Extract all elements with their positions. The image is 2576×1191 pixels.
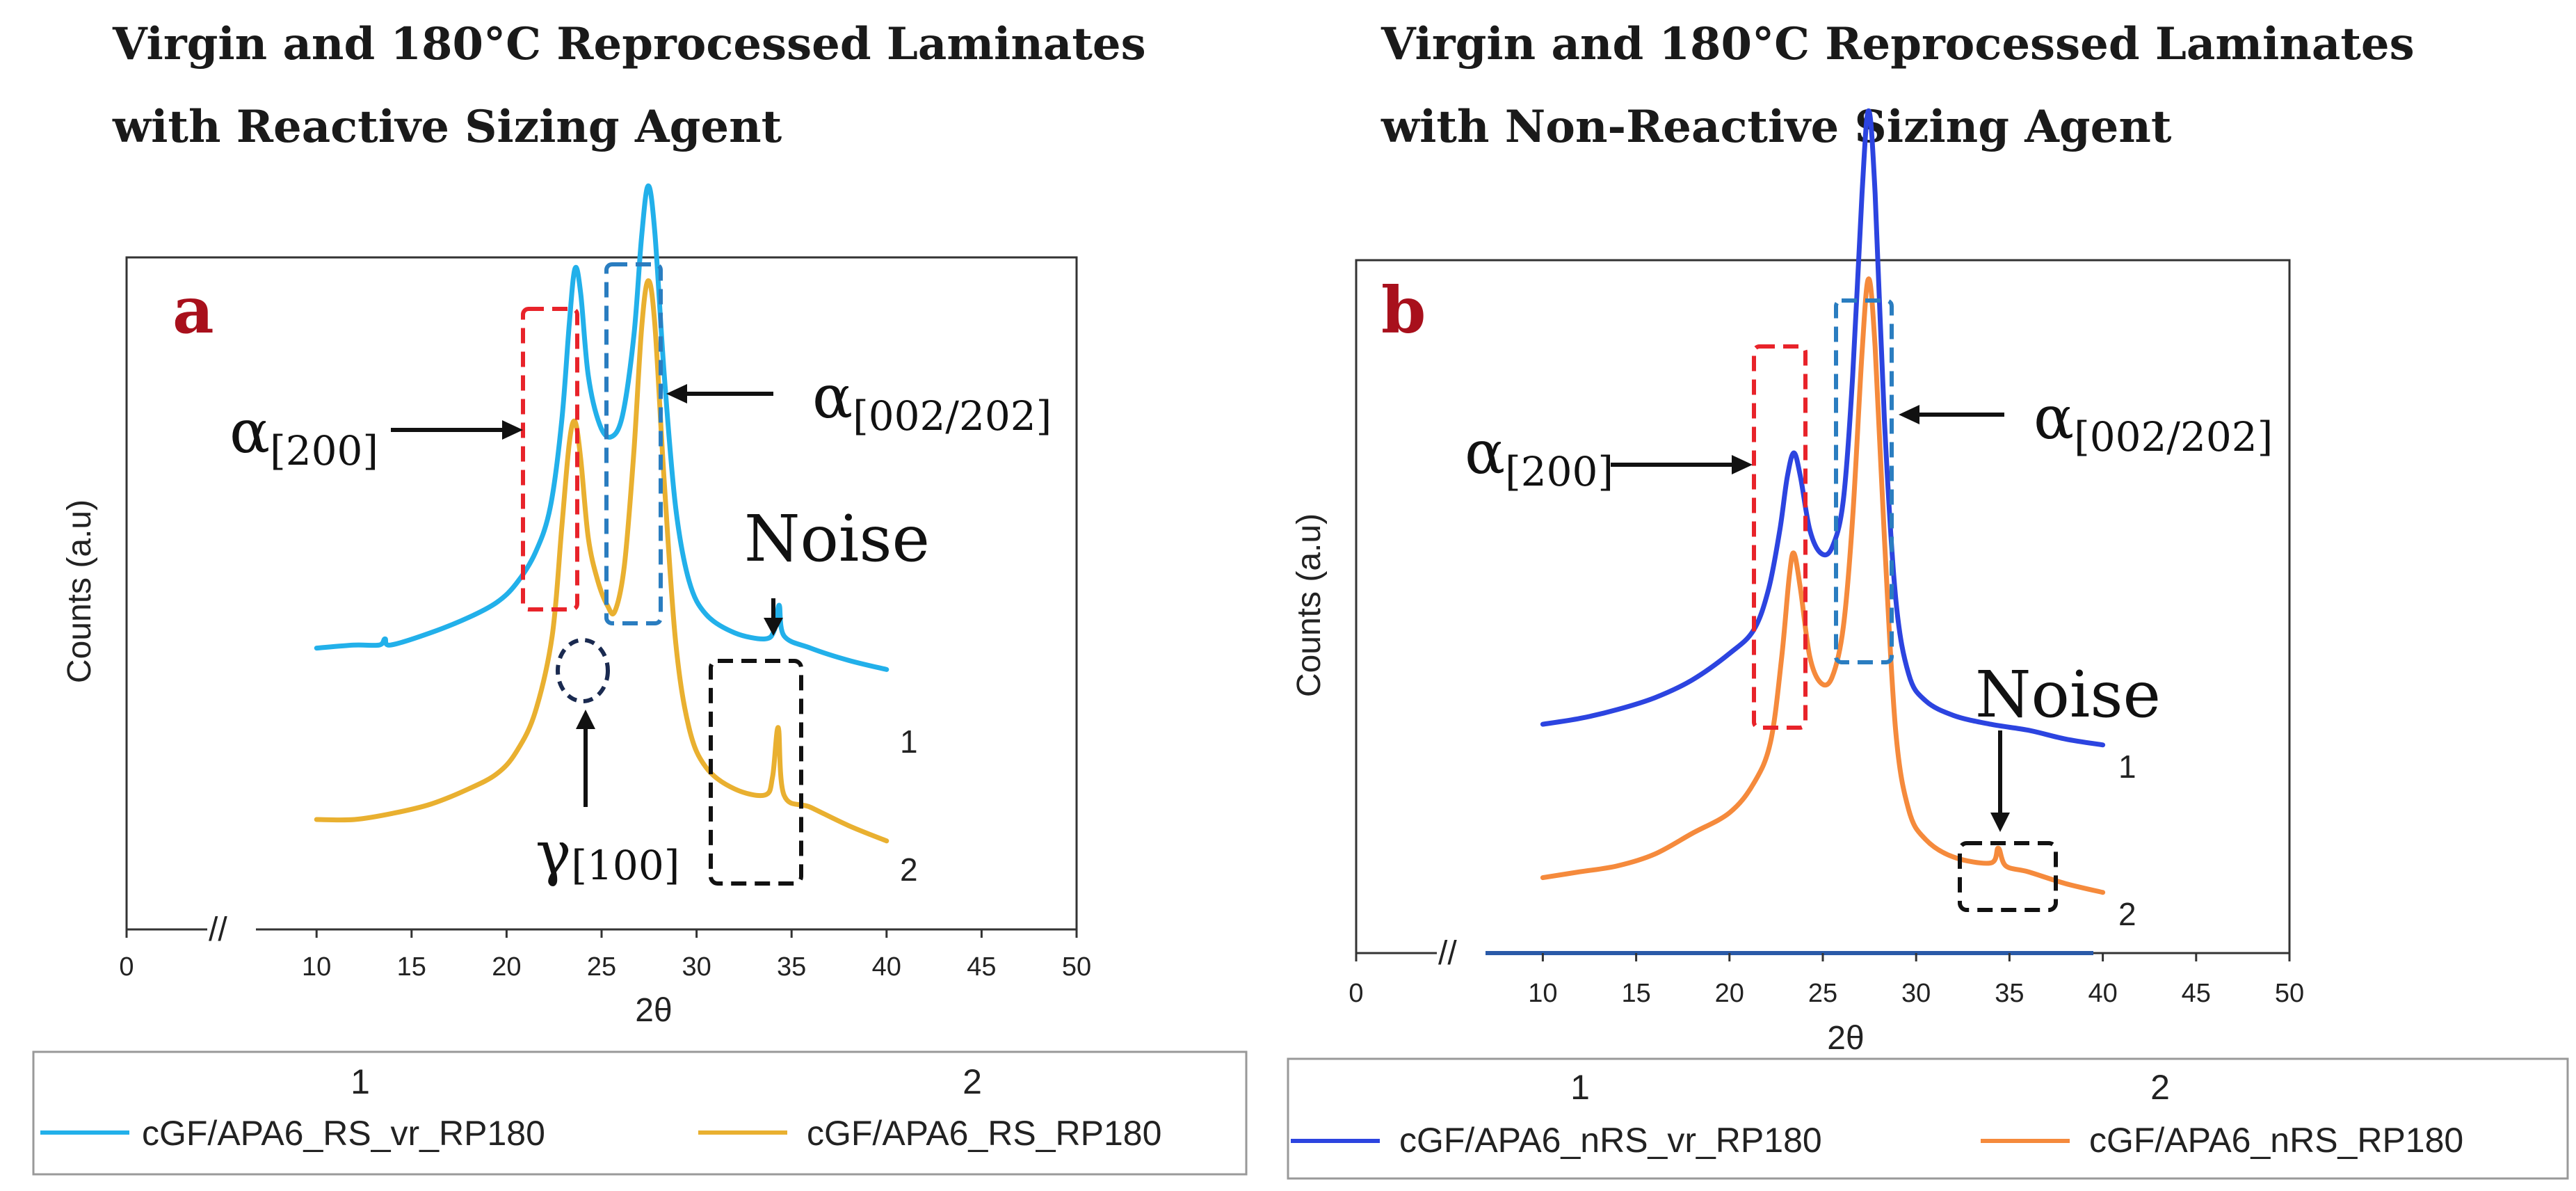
panel-a-axis-break: //	[209, 911, 227, 948]
panel-b-axis-break: //	[1438, 935, 1457, 972]
panel-b-x-tick-label: 45	[2182, 979, 2211, 1008]
panel-a-series-2-line	[314, 278, 889, 844]
panel-b-alpha200-annotation: α[200]	[1465, 418, 1613, 495]
panel-a-x-tick-label: 10	[302, 952, 331, 982]
panel-a-x-tick-label: 0	[119, 952, 134, 982]
panel-a-title-line2: with Reactive Sizing Agent	[112, 101, 782, 153]
panel-b-legend	[1287, 1057, 2569, 1180]
panel-a-alpha002-box	[604, 262, 663, 625]
panel-a-x-tick-label: 50	[1062, 952, 1091, 982]
panel-b-title-line2: with Non-Reactive Sizing Agent	[1380, 101, 2172, 153]
panel-a-gamma-annotation: γ[100]	[536, 819, 679, 889]
panel-a-legend-label-1: cGF/APA6_RS_vr_RP180	[142, 1114, 545, 1153]
panel-b-alpha002-annotation: α[002/202]	[2034, 383, 2273, 461]
panel-b-y-axis-label: Counts (a.u)	[1291, 513, 1328, 697]
panel-b-curves	[1540, 108, 2106, 895]
panel-a-legend-number-1: 1	[351, 1062, 370, 1101]
panel-b-legend-label-1: cGF/APA6_nRS_vr_RP180	[1399, 1121, 1822, 1160]
panel-a-alpha200-box	[521, 307, 579, 612]
panel-a-noise-arrowhead	[764, 618, 783, 636]
panel-a-noise-box	[709, 659, 803, 886]
panel-a-noise-annotation: Noise	[744, 502, 930, 576]
panel-b-alpha002-arrowhead	[1899, 405, 1919, 424]
panel-b-x-ticks: 0 10 15 20 25 30 35 40 45 50	[1349, 953, 2304, 1008]
panel-a-title-line1: Virgin and 180°C Reprocessed Laminates	[112, 18, 1146, 70]
panel-a-curve-2-label: 2	[900, 852, 918, 888]
panel-b-noise-arrowhead	[1990, 813, 2010, 832]
panel-b-x-tick-label: 40	[2088, 979, 2117, 1008]
panel-b-x-tick-label: 20	[1715, 979, 1744, 1008]
panel-b-legend-number-1: 1	[1570, 1068, 1590, 1107]
panel-a-legend-label-2: cGF/APA6_RS_RP180	[807, 1114, 1161, 1153]
panel-b-plot-frame	[1355, 259, 2291, 954]
panel-a-x-ticks: 0 10 15 20 25 30 35 40 45 50	[119, 929, 1091, 982]
panel-a-gamma-arrowhead	[576, 710, 595, 729]
panel-a-label: a	[172, 273, 214, 348]
panel-b-alpha002-box	[1834, 298, 1894, 664]
panel-b-break-gap	[1437, 941, 1486, 968]
panel-a-alpha002-annotation: α[002/202]	[812, 362, 1052, 440]
panel-a-x-tick-label: 45	[967, 952, 996, 982]
panel-a-break-gap	[207, 917, 256, 945]
panel-a-x-tick-label: 40	[872, 952, 901, 982]
panel-b-x-tick-label: 35	[1995, 979, 2024, 1008]
panel-a-series-1-line	[314, 183, 889, 672]
panel-a-x-tick-label: 35	[777, 952, 806, 982]
panel-b-x-tick-label: 50	[2275, 979, 2304, 1008]
panel-a-alpha002-arrowhead	[666, 384, 687, 403]
panel-a-gamma-ellipse	[556, 638, 610, 703]
panel-b-x-tick-label: 30	[1901, 979, 1931, 1008]
panel-b-series-1-line	[1540, 108, 2106, 748]
panel-b-alpha200-arrowhead	[1732, 455, 1753, 474]
panel-a-x-tick-label: 25	[587, 952, 616, 982]
panel-b-legend-label-2: cGF/APA6_nRS_RP180	[2089, 1121, 2463, 1160]
panel-a-x-tick-label: 30	[682, 952, 711, 982]
panel-b-noise-box	[1958, 841, 2058, 912]
panel-b: Virgin and 180°C Reprocessed Laminates w…	[1287, 18, 2569, 1180]
panel-b-x-tick-label: 0	[1349, 979, 1363, 1008]
panel-b-label: b	[1381, 273, 1426, 348]
panel-a-legend	[32, 1050, 1248, 1176]
panel-b-curve-2-label: 2	[2118, 896, 2136, 932]
panel-a-legend-number-2: 2	[963, 1062, 982, 1101]
panel-b-title-line1: Virgin and 180°C Reprocessed Laminates	[1380, 18, 2415, 70]
panel-b-x-tick-label: 25	[1808, 979, 1837, 1008]
panel-b-curve-1-label: 1	[2118, 749, 2136, 785]
panel-a-curves	[314, 183, 889, 844]
panel-a-alpha200-annotation: α[200]	[230, 397, 378, 474]
panel-a: Virgin and 180°C Reprocessed Laminates w…	[32, 18, 1248, 1176]
panel-b-legend-number-2: 2	[2150, 1068, 2170, 1107]
panel-a-alpha200-arrowhead	[502, 420, 523, 440]
panel-a-curve-1-label: 1	[900, 724, 918, 760]
panel-b-x-axis-label: 2θ	[1827, 1020, 1864, 1057]
panel-a-y-axis-label: Counts (a.u)	[61, 499, 98, 683]
panel-b-x-tick-label: 15	[1621, 979, 1650, 1008]
panel-a-x-tick-label: 15	[397, 952, 426, 982]
panel-b-x-tick-label: 10	[1528, 979, 1557, 1008]
panel-a-x-tick-label: 20	[492, 952, 521, 982]
panel-b-noise-annotation: Noise	[1975, 657, 2161, 732]
panel-a-x-axis-label: 2θ	[635, 992, 672, 1029]
panel-b-series-2-line	[1540, 276, 2106, 895]
